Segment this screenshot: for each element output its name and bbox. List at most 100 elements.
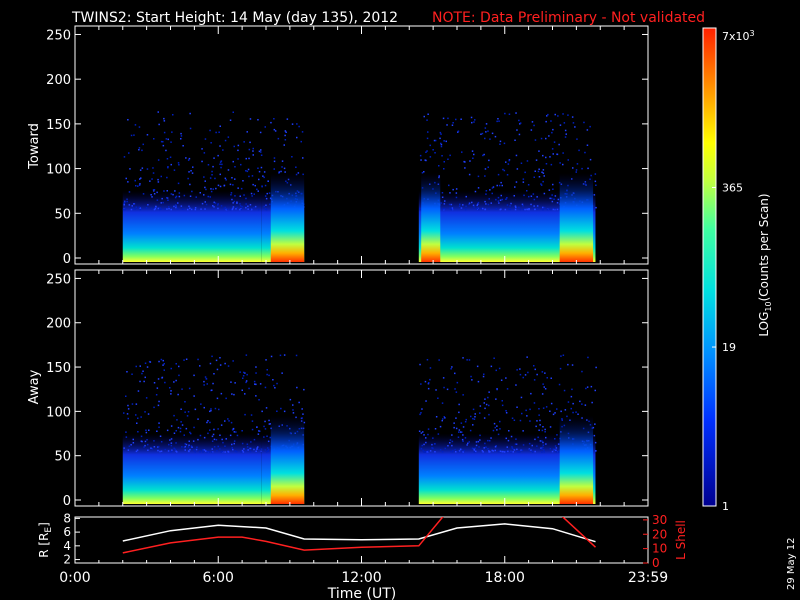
count-speckle [456, 381, 459, 384]
count-speckle [564, 409, 567, 411]
count-speckle [169, 156, 172, 158]
count-speckle [543, 449, 545, 451]
count-speckle [123, 204, 125, 206]
count-speckle [483, 402, 485, 404]
count-speckle [232, 448, 234, 451]
count-speckle [163, 131, 166, 134]
count-speckle [233, 440, 236, 442]
count-speckle [482, 451, 484, 453]
count-speckle [444, 447, 446, 450]
count-speckle [191, 446, 193, 448]
count-speckle [269, 436, 271, 439]
count-speckle [462, 440, 464, 442]
count-speckle [269, 203, 271, 206]
count-speckle [264, 195, 267, 197]
count-speckle [267, 450, 269, 452]
count-speckle [300, 140, 302, 143]
count-speckle [188, 157, 191, 160]
count-speckle [236, 202, 238, 204]
count-speckle [525, 409, 527, 412]
count-speckle [462, 204, 464, 206]
count-speckle [556, 408, 558, 410]
count-speckle [553, 207, 556, 210]
count-speckle [463, 449, 465, 452]
count-speckle [248, 175, 250, 178]
count-speckle [511, 446, 513, 448]
count-speckle [424, 451, 427, 453]
count-speckle [273, 118, 275, 120]
count-speckle [434, 139, 437, 142]
count-speckle [209, 362, 212, 365]
count-speckle [125, 436, 128, 438]
count-speckle [213, 201, 215, 204]
count-speckle [170, 193, 173, 195]
count-speckle [203, 380, 205, 383]
count-speckle [441, 450, 444, 453]
count-speckle [205, 377, 208, 380]
count-speckle [427, 382, 430, 385]
count-speckle [246, 443, 249, 445]
count-speckle [137, 390, 140, 392]
count-speckle [475, 450, 477, 453]
count-speckle [432, 437, 434, 439]
count-speckle [144, 411, 146, 413]
count-speckle [498, 120, 500, 122]
count-speckle [429, 367, 432, 369]
count-speckle [464, 161, 466, 163]
count-speckle [453, 426, 455, 429]
count-speckle [252, 150, 254, 152]
count-speckle [268, 423, 271, 425]
count-speckle [177, 182, 180, 185]
count-speckle [491, 132, 494, 135]
count-speckle [208, 451, 210, 453]
count-speckle [188, 450, 190, 453]
count-speckle [247, 208, 249, 210]
count-speckle [295, 354, 298, 357]
count-speckle [501, 450, 503, 453]
count-speckle [527, 184, 530, 186]
count-speckle [160, 175, 162, 178]
count-speckle [526, 160, 529, 162]
count-speckle [207, 195, 209, 198]
count-speckle [506, 204, 509, 206]
count-speckle [595, 206, 597, 209]
count-speckle [419, 154, 422, 157]
count-speckle [152, 172, 155, 174]
count-speckle [153, 382, 156, 384]
count-speckle [270, 121, 272, 124]
count-speckle [164, 448, 166, 451]
count-speckle [495, 369, 497, 372]
count-speckle [497, 200, 500, 202]
count-speckle [223, 207, 225, 210]
count-speckle [154, 208, 157, 210]
count-speckle [175, 206, 177, 209]
count-speckle [302, 413, 304, 415]
count-speckle [595, 366, 597, 369]
count-speckle [521, 203, 524, 206]
count-speckle [468, 173, 471, 176]
colorbar-gradient [702, 27, 717, 507]
count-speckle [175, 430, 177, 432]
count-speckle [276, 382, 278, 385]
count-speckle [460, 422, 463, 424]
count-speckle [206, 451, 209, 453]
count-speckle [219, 145, 221, 147]
count-speckle [193, 426, 195, 429]
count-speckle [159, 435, 162, 437]
count-speckle [193, 449, 195, 451]
count-speckle [439, 131, 442, 134]
count-speckle [213, 373, 215, 375]
count-speckle [550, 377, 552, 379]
count-speckle [420, 447, 423, 450]
count-speckle [245, 157, 247, 160]
count-speckle [212, 205, 214, 207]
count-speckle [500, 194, 502, 197]
count-speckle [472, 417, 474, 420]
count-speckle [127, 449, 130, 451]
xtick-label: 0:00 [59, 570, 90, 586]
count-speckle [213, 206, 215, 208]
count-speckle [455, 417, 457, 419]
count-speckle [175, 363, 177, 365]
count-speckle [262, 175, 264, 177]
count-speckle [508, 430, 510, 432]
